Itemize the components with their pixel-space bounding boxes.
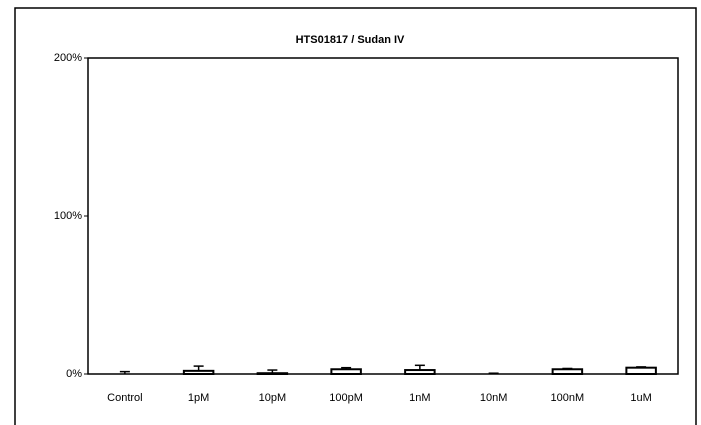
chart-title: HTS01817 / Sudan IV — [296, 34, 405, 46]
bar — [182, 369, 215, 375]
x-tick-label: 10nM — [480, 392, 508, 404]
bar — [256, 372, 289, 375]
x-tick-label: 1nM — [409, 392, 430, 404]
x-tick-label: 100pM — [329, 392, 363, 404]
bar — [330, 368, 362, 376]
y-tick-label: 0% — [66, 368, 82, 380]
bar — [551, 368, 584, 376]
x-tick-label: 1uM — [630, 392, 651, 404]
x-tick-label: 10pM — [259, 392, 287, 404]
bar — [625, 366, 657, 375]
y-tick-label: 200% — [54, 52, 82, 64]
chart-frame — [14, 7, 697, 425]
bar — [404, 369, 436, 375]
x-tick-label: 1pM — [188, 392, 209, 404]
x-tick-label: Control — [107, 392, 142, 404]
y-tick-label: 100% — [54, 210, 82, 222]
plot-area — [87, 57, 679, 375]
x-tick-label: 100nM — [551, 392, 585, 404]
